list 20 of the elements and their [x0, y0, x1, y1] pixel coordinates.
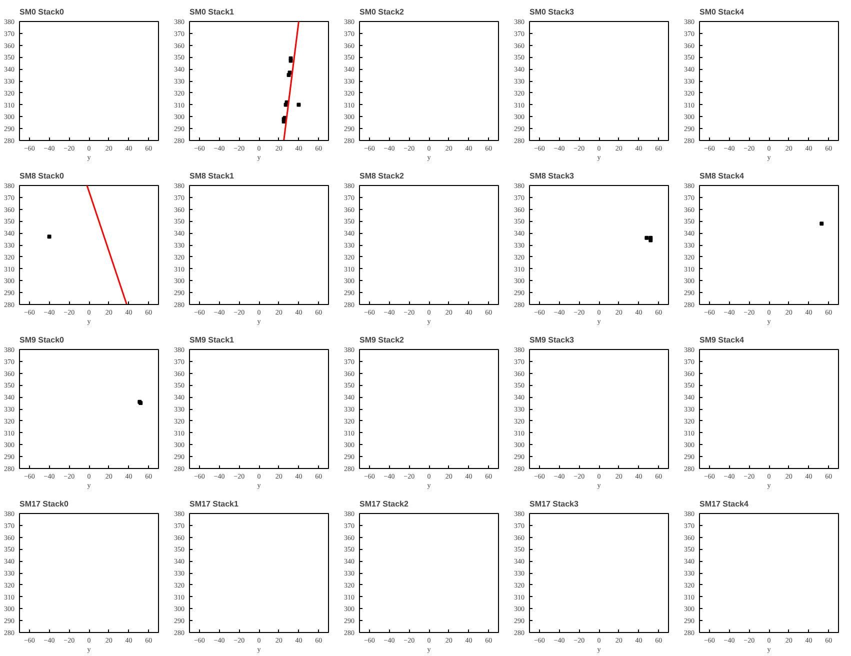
chart-title: SM17 Stack3 [530, 500, 579, 508]
chart-title: SM9 Stack3 [530, 336, 575, 344]
chart-title: SM8 Stack2 [360, 172, 405, 180]
chart-title: SM9 Stack0 [20, 336, 65, 344]
chart-title: SM0 Stack3 [530, 8, 575, 16]
chart-title: SM17 Stack2 [360, 500, 409, 508]
chart-title: SM0 Stack2 [360, 8, 405, 16]
chart-title: SM8 Stack4 [700, 172, 745, 180]
chart-title: SM9 Stack4 [700, 336, 745, 344]
chart-title: SM8 Stack1 [190, 172, 235, 180]
chart-title: SM0 Stack0 [20, 8, 65, 16]
chart-title: SM9 Stack1 [190, 336, 235, 344]
chart-title: SM8 Stack3 [530, 172, 575, 180]
chart-title: SM17 Stack4 [700, 500, 749, 508]
chart-title: SM9 Stack2 [360, 336, 405, 344]
chart-title: SM17 Stack1 [190, 500, 239, 508]
chart-title: SM0 Stack4 [700, 8, 745, 16]
chart-title: SM0 Stack1 [190, 8, 235, 16]
chart-title: SM8 Stack0 [20, 172, 65, 180]
chart-title: SM17 Stack0 [20, 500, 69, 508]
